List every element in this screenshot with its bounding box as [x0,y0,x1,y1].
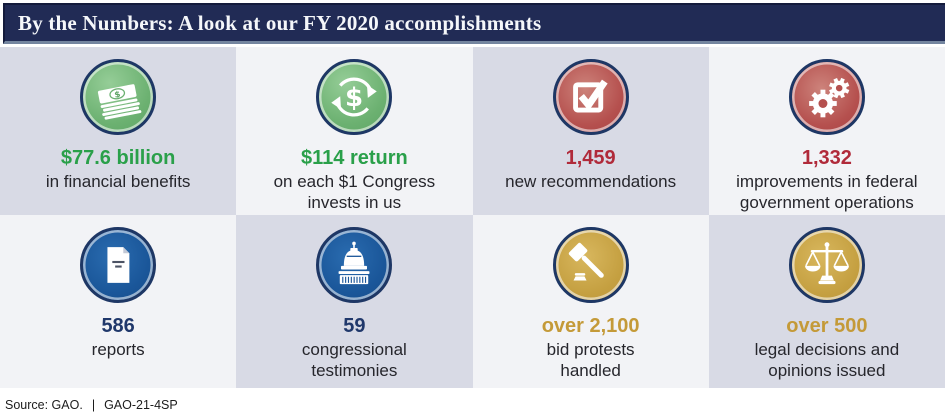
stat-value: 59 [343,315,366,337]
svg-text:$: $ [345,83,363,113]
stat-label: on each $1 Congress invests in us [273,172,436,212]
capitol-icon [316,227,393,303]
stat-card-testimonies: 59 congressional testimonies [236,215,473,388]
stat-value: 1,459 [565,147,616,169]
stat-card-reports: 586 reports [0,215,237,388]
stat-label: congressional testimonies [301,340,407,380]
stat-label: legal decisions and opinions issued [754,340,900,380]
dollar-cycle-icon: $ [316,59,393,135]
stat-value: 586 [101,315,135,337]
scales-icon [788,227,865,303]
checkbox-icon [552,59,629,135]
money-stack-icon: $ [80,59,157,135]
svg-text:$: $ [114,90,122,101]
stat-label: in financial benefits [45,172,191,191]
document-icon [80,227,157,303]
stat-value: over 2,100 [541,315,640,337]
stats-grid: $ $77.6 billion in financial benefits $ … [0,47,945,388]
gears-icon [788,59,865,135]
stat-value: 1,332 [801,147,852,169]
source-line: Source: GAO. | GAO-21-4SP [0,391,945,419]
source-divider: | [91,398,96,412]
stat-card-return-on-investment: $ $114 return on each $1 Congress invest… [236,47,473,215]
stat-value: $114 return [301,147,408,169]
page-title: By the Numbers: A look at our FY 2020 ac… [18,10,542,35]
stat-value: $77.6 billion [60,147,176,169]
stat-value: over 500 [786,315,868,337]
stat-card-new-recommendations: 1,459 new recommendations [472,47,709,215]
header-banner: By the Numbers: A look at our FY 2020 ac… [3,3,945,44]
stat-card-legal-decisions: over 500 legal decisions and opinions is… [708,215,945,388]
stat-label: reports [91,340,145,359]
source-label: Source: GAO. [5,398,83,412]
stat-card-bid-protests: over 2,100 bid protests handled [472,215,709,388]
report-id: GAO-21-4SP [104,398,178,412]
stat-card-improvements: 1,332 improvements in federal government… [708,47,945,215]
gavel-icon [552,227,629,303]
stat-label: bid protests handled [546,340,635,380]
stat-label: new recommendations [505,172,677,191]
stat-card-financial-benefits: $ $77.6 billion in financial benefits [0,47,237,215]
stat-label: improvements in federal government opera… [736,172,918,212]
